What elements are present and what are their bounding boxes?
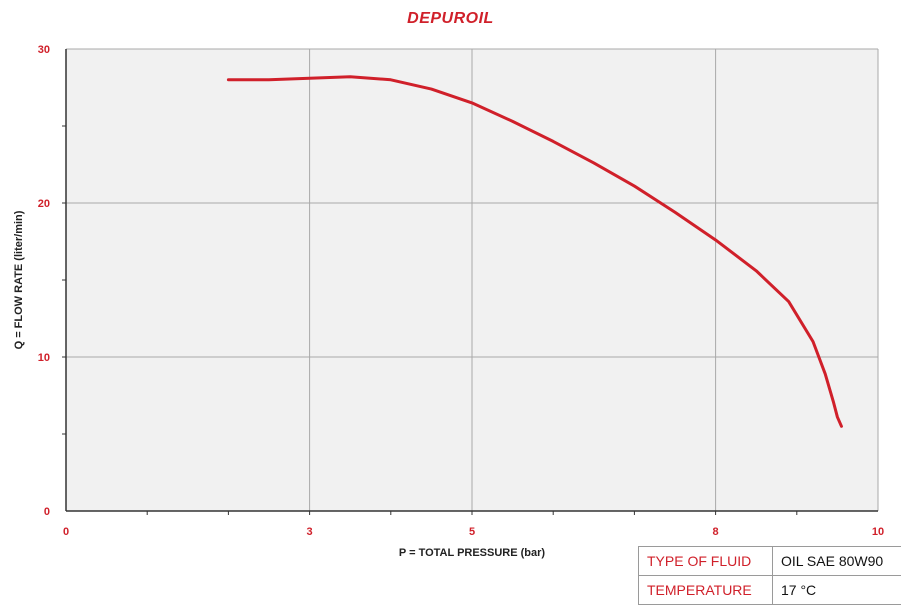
x-tick-label: 3 <box>307 526 313 538</box>
table-row: TYPE OF FLUID OIL SAE 80W90 <box>639 547 901 576</box>
fluid-type-label: TYPE OF FLUID <box>639 547 773 576</box>
x-tick-label: 0 <box>63 526 69 538</box>
x-axis-title: P = TOTAL PRESSURE (bar) <box>399 547 546 559</box>
y-axis-title: Q = FLOW RATE (liter/min) <box>13 210 25 349</box>
y-tick-label: 20 <box>38 198 50 210</box>
y-tick-label: 10 <box>38 352 50 364</box>
x-tick-label: 10 <box>872 526 884 538</box>
temperature-value: 17 °C <box>773 576 901 605</box>
x-tick-label: 5 <box>469 526 475 538</box>
temperature-label: TEMPERATURE <box>639 576 773 605</box>
y-tick-label: 0 <box>44 506 50 518</box>
fluid-info-table: TYPE OF FLUID OIL SAE 80W90 TEMPERATURE … <box>638 546 901 605</box>
x-tick-label: 8 <box>713 526 719 538</box>
fluid-type-value: OIL SAE 80W90 <box>773 547 901 576</box>
y-tick-label: 30 <box>38 44 50 56</box>
table-row: TEMPERATURE 17 °C <box>639 576 901 605</box>
